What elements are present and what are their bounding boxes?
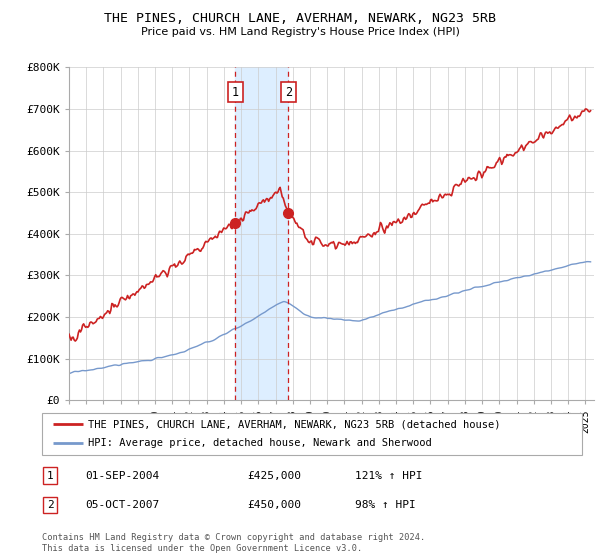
Text: £450,000: £450,000: [247, 500, 301, 510]
Text: Price paid vs. HM Land Registry's House Price Index (HPI): Price paid vs. HM Land Registry's House …: [140, 27, 460, 37]
Text: £425,000: £425,000: [247, 470, 301, 480]
Text: 05-OCT-2007: 05-OCT-2007: [85, 500, 160, 510]
Text: 1: 1: [47, 470, 53, 480]
Text: 121% ↑ HPI: 121% ↑ HPI: [355, 470, 422, 480]
Text: 2: 2: [285, 86, 292, 99]
Text: THE PINES, CHURCH LANE, AVERHAM, NEWARK, NG23 5RB (detached house): THE PINES, CHURCH LANE, AVERHAM, NEWARK,…: [88, 419, 500, 430]
FancyBboxPatch shape: [42, 413, 582, 455]
Text: 2: 2: [47, 500, 53, 510]
Text: 98% ↑ HPI: 98% ↑ HPI: [355, 500, 416, 510]
Text: 01-SEP-2004: 01-SEP-2004: [85, 470, 160, 480]
Text: HPI: Average price, detached house, Newark and Sherwood: HPI: Average price, detached house, Newa…: [88, 438, 431, 448]
Text: THE PINES, CHURCH LANE, AVERHAM, NEWARK, NG23 5RB: THE PINES, CHURCH LANE, AVERHAM, NEWARK,…: [104, 12, 496, 25]
Text: 1: 1: [232, 86, 239, 99]
Text: Contains HM Land Registry data © Crown copyright and database right 2024.
This d: Contains HM Land Registry data © Crown c…: [42, 533, 425, 553]
Bar: [235, 67, 289, 400]
